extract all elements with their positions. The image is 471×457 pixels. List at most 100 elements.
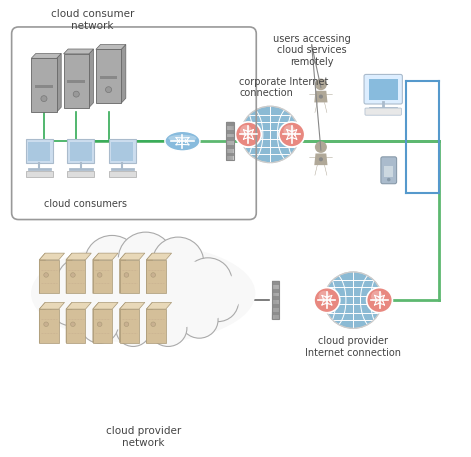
Circle shape bbox=[387, 178, 390, 181]
Bar bbox=[226, 122, 234, 160]
Bar bbox=[384, 165, 393, 177]
Polygon shape bbox=[120, 253, 145, 260]
Bar bbox=[109, 171, 136, 177]
Circle shape bbox=[371, 291, 383, 302]
Circle shape bbox=[57, 258, 105, 304]
Polygon shape bbox=[40, 303, 65, 309]
Polygon shape bbox=[64, 49, 94, 54]
Bar bbox=[226, 149, 234, 153]
Bar bbox=[28, 142, 50, 161]
Bar bbox=[146, 260, 166, 293]
Circle shape bbox=[366, 287, 392, 313]
Circle shape bbox=[324, 272, 382, 329]
Circle shape bbox=[315, 141, 327, 153]
Polygon shape bbox=[314, 91, 327, 102]
Bar bbox=[272, 315, 279, 319]
Polygon shape bbox=[66, 253, 91, 260]
Bar bbox=[272, 300, 279, 304]
Circle shape bbox=[81, 307, 118, 343]
Polygon shape bbox=[66, 303, 91, 309]
Text: cloud provider
network: cloud provider network bbox=[106, 426, 181, 447]
Bar bbox=[26, 171, 53, 177]
Circle shape bbox=[124, 273, 129, 277]
Text: corporate Internet
connection: corporate Internet connection bbox=[239, 77, 329, 98]
Polygon shape bbox=[96, 44, 126, 49]
Bar bbox=[226, 130, 234, 133]
Bar bbox=[272, 304, 279, 308]
Polygon shape bbox=[64, 54, 89, 107]
Bar bbox=[100, 76, 117, 79]
Circle shape bbox=[241, 106, 299, 163]
Bar bbox=[40, 309, 59, 343]
Circle shape bbox=[151, 273, 155, 277]
Ellipse shape bbox=[31, 244, 255, 343]
Polygon shape bbox=[40, 253, 45, 293]
Circle shape bbox=[50, 286, 91, 326]
Bar bbox=[272, 292, 279, 296]
Bar bbox=[67, 80, 85, 83]
Text: cloud consumers: cloud consumers bbox=[44, 199, 127, 209]
Ellipse shape bbox=[43, 256, 243, 331]
Bar bbox=[226, 122, 234, 126]
Circle shape bbox=[318, 291, 330, 302]
Bar bbox=[66, 309, 86, 343]
Polygon shape bbox=[121, 44, 126, 103]
Polygon shape bbox=[31, 58, 57, 112]
FancyBboxPatch shape bbox=[381, 157, 397, 184]
Bar bbox=[272, 296, 279, 300]
Circle shape bbox=[319, 157, 323, 161]
Bar bbox=[93, 309, 112, 343]
Bar bbox=[272, 289, 279, 292]
Circle shape bbox=[279, 122, 305, 147]
Polygon shape bbox=[66, 253, 72, 293]
Ellipse shape bbox=[169, 135, 196, 142]
Polygon shape bbox=[120, 303, 125, 343]
Circle shape bbox=[124, 322, 129, 326]
Circle shape bbox=[44, 322, 49, 326]
Polygon shape bbox=[146, 303, 152, 343]
Bar bbox=[272, 308, 279, 312]
Bar bbox=[66, 260, 86, 293]
Circle shape bbox=[71, 273, 75, 277]
FancyBboxPatch shape bbox=[365, 108, 401, 115]
Polygon shape bbox=[146, 253, 152, 293]
Polygon shape bbox=[146, 253, 171, 260]
Bar bbox=[226, 145, 234, 149]
Bar bbox=[93, 260, 112, 293]
Bar bbox=[272, 281, 279, 285]
Bar bbox=[272, 312, 279, 315]
Polygon shape bbox=[26, 139, 53, 163]
Bar bbox=[226, 138, 234, 141]
Circle shape bbox=[197, 282, 238, 322]
Circle shape bbox=[71, 322, 75, 326]
Polygon shape bbox=[67, 139, 94, 163]
Circle shape bbox=[118, 232, 173, 285]
Bar bbox=[369, 79, 398, 100]
Circle shape bbox=[315, 79, 327, 90]
Polygon shape bbox=[40, 253, 65, 260]
Polygon shape bbox=[93, 253, 99, 293]
Polygon shape bbox=[314, 154, 327, 165]
Bar bbox=[226, 126, 234, 130]
Circle shape bbox=[240, 125, 252, 136]
Circle shape bbox=[314, 287, 340, 313]
Polygon shape bbox=[57, 53, 61, 112]
Polygon shape bbox=[93, 303, 118, 309]
Circle shape bbox=[284, 125, 295, 136]
Circle shape bbox=[106, 87, 112, 93]
Polygon shape bbox=[120, 303, 145, 309]
Bar bbox=[120, 260, 139, 293]
Circle shape bbox=[41, 96, 47, 101]
Bar bbox=[70, 142, 92, 161]
Circle shape bbox=[153, 237, 203, 287]
Circle shape bbox=[149, 310, 187, 346]
Polygon shape bbox=[31, 53, 61, 58]
Polygon shape bbox=[120, 253, 125, 293]
Bar bbox=[226, 141, 234, 145]
Bar bbox=[226, 156, 234, 160]
Polygon shape bbox=[146, 303, 171, 309]
Circle shape bbox=[97, 273, 102, 277]
Circle shape bbox=[151, 322, 155, 326]
Bar bbox=[226, 153, 234, 156]
Bar bbox=[272, 285, 279, 289]
